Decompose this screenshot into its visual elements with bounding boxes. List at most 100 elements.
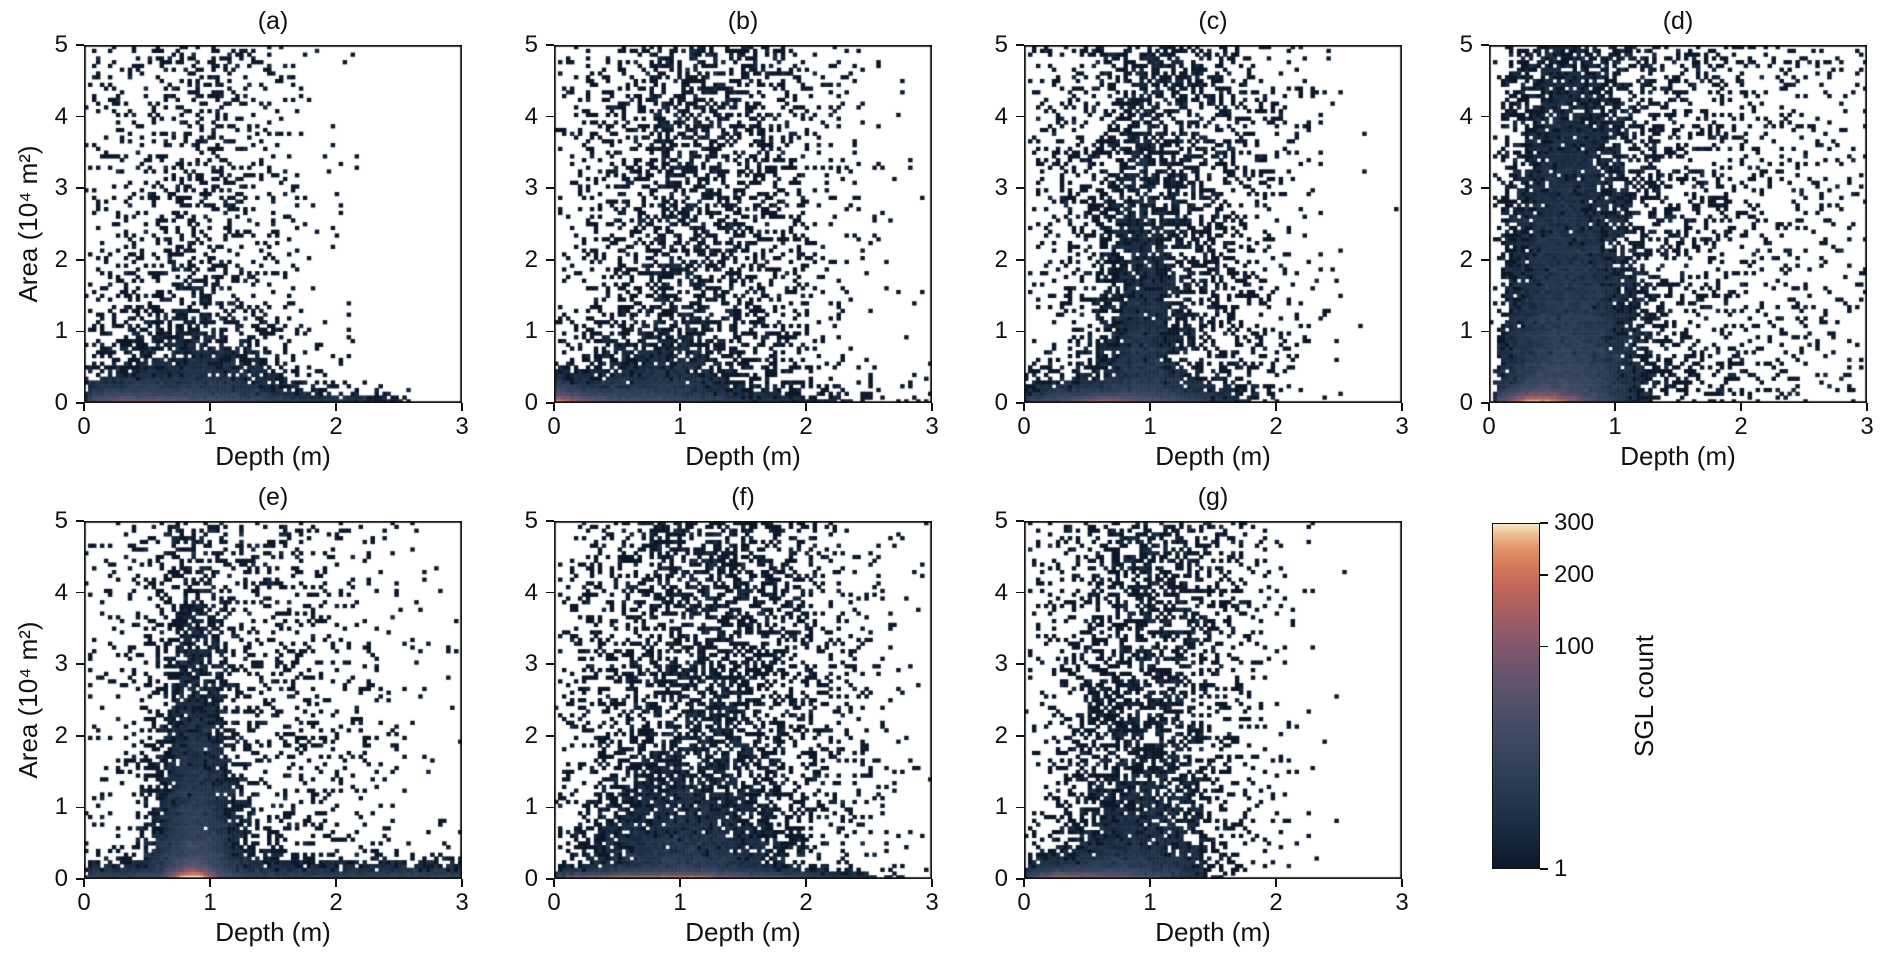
y-tick-label-c: 4 [994, 102, 1008, 130]
panel-title-d: (d) [1662, 7, 1694, 35]
y-tickmark [76, 44, 84, 46]
x-tick-label-g: 3 [1395, 889, 1409, 916]
y-tick-label-c: 1 [994, 317, 1008, 345]
x-tick-label-b: 2 [799, 413, 813, 440]
colorbar-tick-label: 300 [1554, 509, 1595, 536]
x-axis-label-b: Depth (m) [685, 441, 801, 471]
y-tickmark [546, 115, 554, 118]
x-tick-label-f: 1 [673, 889, 687, 916]
x-tickmark [1023, 879, 1025, 887]
colorbar-tick-label: 100 [1554, 632, 1595, 660]
colorbar-gradient [1492, 523, 1540, 869]
y-tick-label-e: 0 [54, 865, 68, 892]
y-tick-label-a: 4 [54, 102, 68, 130]
y-tickmark [546, 402, 554, 404]
x-tick-label-a: 0 [77, 413, 91, 440]
y-tickmark [546, 663, 554, 665]
x-tick-label-d: 1 [1608, 413, 1622, 440]
y-tickmark [1016, 115, 1024, 118]
x-tick-label-e: 1 [203, 889, 217, 916]
y-tickmark [1016, 806, 1024, 809]
y-tick-label-c: 2 [994, 245, 1008, 273]
y-tick-label-b: 5 [524, 31, 538, 58]
y-tickmark [546, 520, 554, 522]
y-tick-label-a: 5 [54, 31, 68, 58]
x-tickmark [1740, 403, 1742, 411]
x-tickmark [1275, 879, 1277, 887]
x-tickmark [1149, 879, 1151, 887]
x-tick-label-e: 3 [455, 889, 469, 916]
x-tickmark [805, 879, 807, 887]
y-tick-label-c: 0 [994, 389, 1008, 416]
y-tick-label-b: 1 [524, 317, 538, 345]
y-tickmark [76, 187, 84, 189]
x-tickmark [679, 879, 681, 887]
x-tickmark [461, 403, 463, 411]
y-tickmark [76, 806, 84, 809]
x-tick-label-g: 1 [1143, 889, 1157, 916]
y-tick-label-e: 1 [54, 793, 68, 821]
y-tickmark [1016, 878, 1024, 880]
x-tick-label-c: 3 [1395, 413, 1409, 440]
x-tickmark [553, 879, 555, 887]
y-tickmark [1481, 330, 1489, 333]
x-tick-label-d: 2 [1734, 413, 1748, 440]
y-tickmark [546, 878, 554, 880]
x-tickmark [83, 403, 85, 411]
x-tick-label-f: 2 [799, 889, 813, 916]
x-tick-label-g: 0 [1017, 889, 1031, 916]
y-tickmark [546, 806, 554, 809]
y-tick-label-e: 4 [54, 578, 68, 606]
y-tick-label-b: 4 [524, 102, 538, 130]
heatmap-canvas-c [1024, 45, 1402, 403]
y-tickmark [76, 520, 84, 522]
y-tickmark [546, 259, 554, 261]
y-tick-label-g: 2 [994, 721, 1008, 749]
y-tickmark [76, 663, 84, 665]
y-tickmark [76, 259, 84, 261]
y-tick-label-a: 0 [54, 389, 68, 416]
y-tickmark [76, 878, 84, 880]
y-tickmark [546, 187, 554, 189]
y-tick-label-e: 3 [54, 650, 68, 678]
x-tick-label-b: 3 [925, 413, 939, 440]
y-tick-label-f: 0 [524, 865, 538, 892]
x-tickmark [1401, 403, 1403, 411]
y-tick-label-d: 4 [1459, 102, 1473, 130]
y-tick-label-b: 0 [524, 389, 538, 416]
x-tickmark [1488, 403, 1490, 411]
x-axis-label-g: Depth (m) [1155, 917, 1271, 947]
x-tickmark [335, 879, 337, 887]
x-tickmark [931, 403, 933, 411]
x-tickmark [461, 879, 463, 887]
heatmap-canvas-f [554, 521, 932, 879]
heatmap-canvas-a [84, 45, 462, 403]
y-axis-label-a: Area (10⁴ m²) [13, 145, 43, 303]
y-tickmark [1016, 402, 1024, 404]
x-tick-label-a: 1 [203, 413, 217, 440]
y-tickmark [546, 44, 554, 46]
y-tick-label-d: 5 [1459, 31, 1473, 58]
colorbar-tick-label: 200 [1554, 560, 1595, 588]
y-tickmark [1016, 735, 1024, 737]
y-tick-label-g: 3 [994, 650, 1008, 678]
x-tick-label-e: 2 [329, 889, 343, 916]
y-tick-label-d: 0 [1459, 389, 1473, 416]
y-tickmark [546, 735, 554, 737]
y-tickmark [1481, 259, 1489, 261]
x-tickmark [335, 403, 337, 411]
x-axis-label-f: Depth (m) [685, 917, 801, 947]
panel-title-g: (g) [1197, 483, 1229, 511]
y-tick-label-f: 1 [524, 793, 538, 821]
colorbar-tickmark [1540, 574, 1548, 576]
y-tickmark [1016, 330, 1024, 333]
y-tick-label-d: 2 [1459, 245, 1473, 273]
y-tickmark [76, 115, 84, 118]
y-tick-label-a: 3 [54, 174, 68, 202]
colorbar-tick-label: 1 [1554, 855, 1568, 882]
y-tickmark [76, 330, 84, 333]
y-tick-label-a: 2 [54, 245, 68, 273]
panel-title-b: (b) [727, 7, 759, 35]
y-tickmark [1481, 115, 1489, 118]
